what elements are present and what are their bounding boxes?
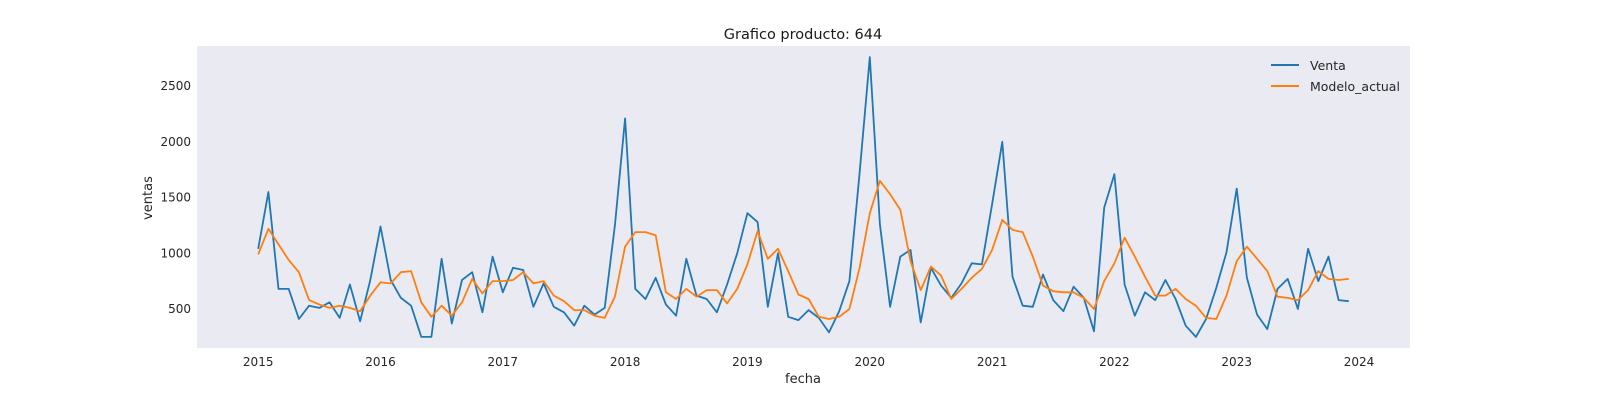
y-tick-label: 500 (168, 302, 191, 316)
series-line-modelo-actual (257, 179, 1349, 320)
x-tick-label: 2016 (365, 355, 396, 369)
x-tick-label: 2018 (610, 355, 641, 369)
x-tick-label: 2017 (488, 355, 519, 369)
x-tick-label: 2022 (1099, 355, 1130, 369)
plot-background (197, 46, 1410, 348)
y-axis-ticks: 500 1000 1500 2000 2500 (160, 79, 191, 316)
x-axis-label: fecha (785, 372, 821, 387)
x-tick-label: 2021 (977, 355, 1008, 369)
x-tick-label: 2019 (732, 355, 763, 369)
x-tick-label: 2024 (1344, 355, 1375, 369)
x-tick-label: 2015 (243, 355, 274, 369)
y-tick-label: 2500 (160, 79, 191, 93)
y-tick-label: 2000 (160, 135, 191, 149)
y-tick-label: 1500 (160, 191, 191, 205)
chart-title: Grafico producto: 644 (724, 27, 882, 43)
series-layer (257, 56, 1349, 338)
x-tick-label: 2020 (855, 355, 886, 369)
series-line-venta (257, 56, 1349, 338)
y-axis-label: ventas (141, 176, 156, 220)
x-tick-label: 2023 (1221, 355, 1252, 369)
legend-label-venta: Venta (1310, 58, 1346, 73)
legend-label-modelo-actual: Modelo_actual (1310, 79, 1400, 94)
legend: Venta Modelo_actual (1271, 58, 1400, 94)
y-tick-label: 1000 (160, 246, 191, 260)
x-axis-ticks: 2015 2016 2017 2018 2019 2020 2021 2022 2023 2024 (243, 355, 1374, 369)
